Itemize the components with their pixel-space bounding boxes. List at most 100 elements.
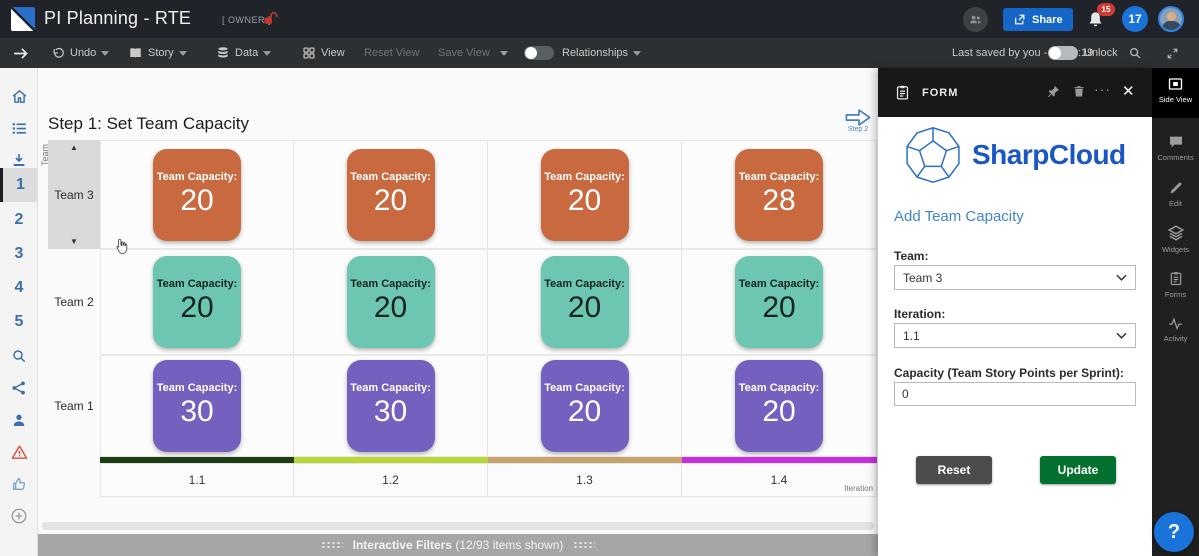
collapse-toolbar-button[interactable] [12, 38, 29, 68]
card-label: Team Capacity: [738, 278, 820, 290]
sidebar-share-button[interactable] [0, 374, 38, 402]
edit-tab[interactable]: Edit [1152, 180, 1199, 208]
grid-cell: Team Capacity: 20 [294, 249, 488, 355]
page-tab-4[interactable]: 4 [0, 274, 38, 302]
story-list-button[interactable] [0, 114, 38, 142]
card-value: 20 [567, 291, 602, 324]
home-button[interactable] [0, 82, 38, 110]
capacity-card[interactable]: Team Capacity: 20 [153, 148, 241, 241]
share-button[interactable]: Share [1003, 8, 1073, 31]
reset-button[interactable]: Reset [916, 456, 992, 484]
user-avatar[interactable] [1158, 6, 1184, 32]
relationships-caret-icon[interactable] [633, 50, 642, 56]
alerts-warning-button[interactable] [0, 438, 38, 466]
widgets-tab[interactable]: Widgets [1152, 224, 1199, 254]
page-tab-5[interactable]: 5 [0, 308, 38, 336]
x-axis-tick: 1.2 [294, 463, 488, 497]
team-2-label: Team 2 [54, 295, 94, 309]
data-caret-icon[interactable] [263, 50, 272, 56]
undo-label: Undo [70, 47, 97, 59]
like-thumbs-up-button[interactable] [0, 470, 38, 498]
iteration-select[interactable]: 1.1 [894, 323, 1136, 348]
row-label-team-1[interactable]: Team 1 [48, 355, 100, 457]
capacity-card[interactable]: Team Capacity: 20 [540, 148, 629, 241]
story-label: Story [148, 47, 174, 59]
horizontal-scrollbar[interactable] [42, 522, 874, 530]
user-profile-button[interactable] [0, 406, 38, 434]
next-step-button[interactable]: Step 2 [840, 108, 876, 133]
relationships-toggle[interactable] [524, 38, 554, 68]
story-menu-button[interactable]: Story [128, 38, 187, 68]
notifications-bell-icon[interactable] [1086, 10, 1105, 29]
card-label: Team Capacity: [156, 382, 238, 394]
team-select[interactable]: Team 3 [894, 265, 1136, 290]
capacity-card[interactable]: Team Capacity: 30 [346, 360, 435, 452]
team-select-value: Team 3 [903, 270, 943, 285]
database-icon [216, 46, 230, 60]
move-row-down-icon[interactable]: ▼ [70, 237, 78, 246]
data-menu-button[interactable]: Data [216, 38, 272, 68]
capacity-card[interactable]: Team Capacity: 20 [540, 360, 629, 452]
row-label-team-3[interactable]: ▲ Team 3 ▼ [48, 140, 100, 249]
activity-tab[interactable]: Activity [1152, 316, 1199, 343]
unlocked-icon[interactable] [262, 11, 279, 27]
interactive-filters-bar[interactable]: Interactive Filters (12/93 items shown) [38, 534, 878, 556]
story-caret-icon[interactable] [178, 50, 187, 56]
card-value: 20 [762, 395, 796, 428]
unlock-toggle[interactable] [1048, 38, 1078, 68]
comments-icon [1169, 136, 1182, 148]
row-label-team-2[interactable]: Team 2 [48, 249, 100, 355]
x-axis-tick: 1.1 [100, 463, 294, 497]
pin-icon[interactable] [1046, 84, 1061, 99]
grip-dots-icon [320, 541, 343, 549]
sidebar-search-button[interactable] [0, 342, 38, 370]
page-tab-3[interactable]: 3 [0, 240, 38, 268]
help-button[interactable]: ? [1154, 512, 1194, 552]
user-count-badge[interactable]: 17 [1122, 6, 1148, 32]
update-button[interactable]: Update [1040, 456, 1116, 484]
capacity-card[interactable]: Team Capacity: 20 [735, 360, 823, 452]
avatar-body [1162, 21, 1181, 30]
more-options-icon[interactable]: ··· [1094, 81, 1111, 97]
capacity-card[interactable]: Team Capacity: 20 [153, 256, 241, 348]
page-tab-1[interactable]: 1 [0, 168, 38, 202]
capacity-card[interactable]: Team Capacity: 20 [735, 256, 823, 348]
avatar-head [1167, 12, 1176, 21]
undo-caret-icon[interactable] [101, 50, 110, 56]
relationships-group[interactable]: Relationships [562, 38, 642, 68]
grid-cell: Team Capacity: 30 [294, 355, 488, 457]
form-panel-header: FORM ··· ✕ [878, 68, 1152, 117]
undo-button[interactable]: Undo [52, 38, 110, 68]
grid-cell: Team Capacity: 20 [100, 140, 294, 249]
capacity-card[interactable]: Team Capacity: 28 [735, 148, 823, 241]
page-tab-2[interactable]: 2 [0, 206, 38, 234]
capacity-card[interactable]: Team Capacity: 20 [540, 256, 629, 348]
grid-cell: Team Capacity: 28 [682, 140, 877, 249]
trash-icon[interactable] [1072, 84, 1086, 99]
comments-tab[interactable]: Comments [1152, 134, 1199, 162]
story-title: PI Planning - RTE [44, 8, 192, 28]
widgets-label: Widgets [1161, 245, 1190, 254]
capacity-card[interactable]: Team Capacity: 30 [153, 360, 241, 452]
capacity-input[interactable] [894, 382, 1136, 406]
move-row-up-icon[interactable]: ▲ [70, 143, 78, 152]
reset-view-button[interactable]: Reset View [364, 38, 419, 68]
capacity-card[interactable]: Team Capacity: 20 [346, 256, 435, 348]
add-button[interactable] [0, 502, 38, 530]
grid-cell: Team Capacity: 20 [488, 355, 682, 457]
view-menu-button[interactable]: View [302, 38, 345, 68]
notification-count-badge: 15 [1097, 3, 1115, 16]
mouse-cursor [114, 238, 129, 256]
app-logo-icon [11, 7, 35, 31]
close-panel-icon[interactable]: ✕ [1122, 83, 1135, 100]
save-view-caret-icon[interactable] [500, 38, 508, 68]
fullscreen-icon[interactable] [1166, 38, 1179, 68]
users-online-button[interactable] [963, 7, 988, 32]
save-view-button[interactable]: Save View [438, 38, 490, 68]
capacity-card[interactable]: Team Capacity: 20 [346, 148, 435, 241]
side-view-tab[interactable]: Side View [1152, 68, 1199, 118]
toolbar-search-icon[interactable] [1128, 38, 1142, 68]
download-button[interactable] [0, 146, 38, 174]
forms-tab[interactable]: Forms [1152, 270, 1199, 299]
x-axis-color-bars [48, 457, 877, 463]
